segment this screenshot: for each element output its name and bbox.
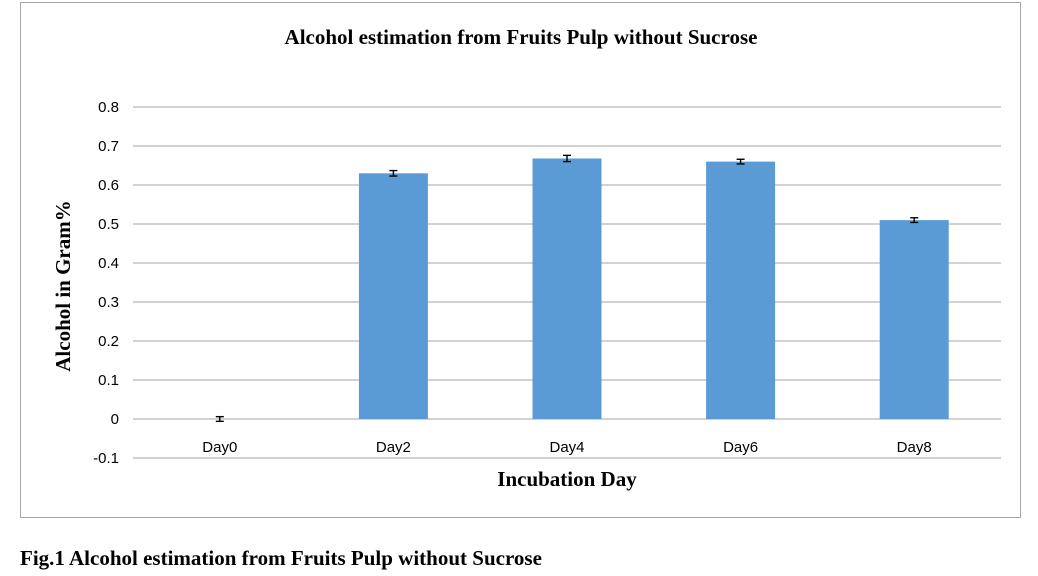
x-tick-label: Day2 (376, 439, 411, 456)
chart-frame: Alcohol estimation from Fruits Pulp with… (20, 2, 1021, 518)
chart-title: Alcohol estimation from Fruits Pulp with… (285, 25, 758, 49)
y-tick-label: 0 (111, 411, 119, 428)
x-tick-label: Day4 (549, 439, 584, 456)
bar-day4 (532, 158, 602, 420)
x-tick-label: Day8 (897, 439, 932, 456)
bars (215, 154, 949, 423)
y-tick-label: 0.2 (98, 333, 119, 350)
y-tick-label: 0.8 (98, 99, 119, 116)
x-axis-ticks: Day0 Day2 Day4 Day6 Day8 (202, 439, 931, 456)
figure-caption: Fig.1 Alcohol estimation from Fruits Pul… (20, 546, 542, 570)
x-tick-label: Day0 (202, 439, 237, 456)
bar-chart: Alcohol estimation from Fruits Pulp with… (51, 25, 1001, 491)
error-bar-day6 (736, 158, 745, 165)
y-tick-label: -0.1 (93, 450, 119, 467)
y-tick-label: 0.4 (98, 255, 119, 272)
x-axis-title: Incubation Day (497, 467, 637, 491)
error-bar-day2 (389, 169, 398, 177)
bar-day6 (706, 161, 776, 419)
y-tick-label: 0.1 (98, 372, 119, 389)
y-tick-label: 0.7 (98, 138, 119, 155)
bar-day8 (879, 220, 949, 419)
error-bar-day0 (215, 415, 224, 423)
y-axis-title: Alcohol in Gram% (51, 200, 75, 372)
y-tick-label: 0.3 (98, 294, 119, 311)
y-tick-label: 0.6 (98, 177, 119, 194)
error-bar-day4 (563, 154, 571, 163)
bar-day2 (358, 173, 428, 419)
y-tick-label: 0.5 (98, 216, 119, 233)
error-bar-day8 (910, 217, 919, 224)
x-tick-label: Day6 (723, 439, 758, 456)
y-axis-ticks: -0.1 0 0.1 0.2 0.3 0.4 0.5 0.6 0.7 0.8 (93, 99, 119, 467)
